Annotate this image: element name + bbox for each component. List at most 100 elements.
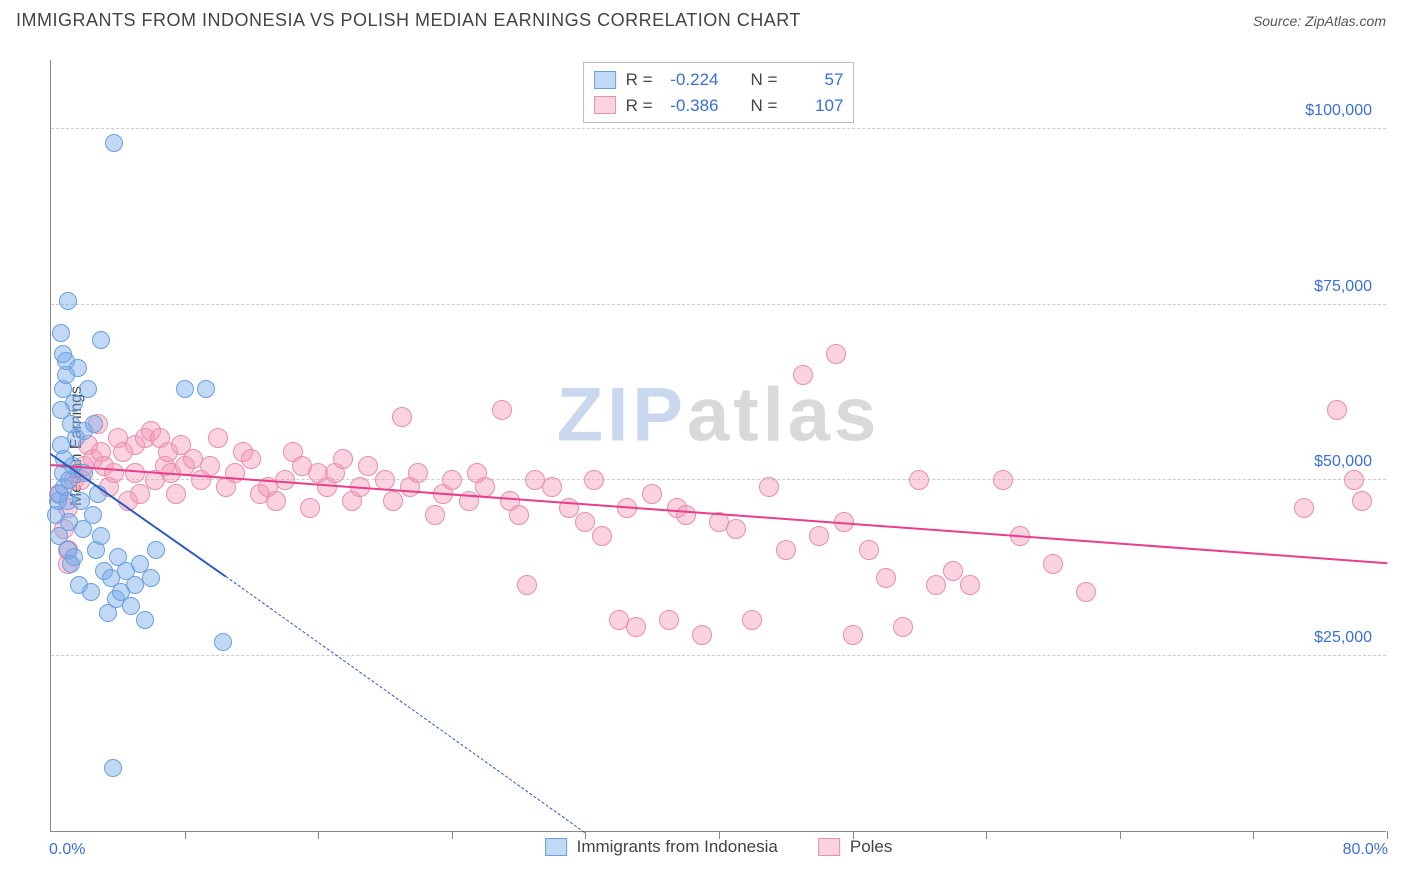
- y-tick-label: $75,000: [1314, 278, 1372, 296]
- legend-item-indonesia: Immigrants from Indonesia: [545, 837, 778, 857]
- data-point-poles: [960, 575, 980, 595]
- data-point-poles: [893, 617, 913, 637]
- data-point-poles: [1344, 470, 1364, 490]
- data-point-indonesia: [197, 380, 215, 398]
- data-point-poles: [1327, 400, 1347, 420]
- x-tick: [1120, 831, 1121, 839]
- data-point-indonesia: [54, 345, 72, 363]
- y-tick-label: $50,000: [1314, 453, 1372, 471]
- data-point-poles: [943, 561, 963, 581]
- data-point-poles: [408, 463, 428, 483]
- data-point-indonesia: [176, 380, 194, 398]
- chart-title: IMMIGRANTS FROM INDONESIA VS POLISH MEDI…: [16, 10, 801, 31]
- legend-item-poles: Poles: [818, 837, 893, 857]
- stats-legend: R = -0.224 N = 57 R = -0.386 N = 107: [583, 62, 855, 123]
- chart-header: IMMIGRANTS FROM INDONESIA VS POLISH MEDI…: [0, 0, 1406, 37]
- x-tick: [986, 831, 987, 839]
- data-point-indonesia: [214, 633, 232, 651]
- data-point-poles: [383, 491, 403, 511]
- x-axis-max-label: 80.0%: [1343, 841, 1388, 859]
- x-tick: [1387, 831, 1388, 839]
- stats-row-indonesia: R = -0.224 N = 57: [594, 67, 844, 93]
- y-tick-label: $100,000: [1305, 102, 1372, 120]
- swatch-indonesia: [545, 838, 567, 856]
- data-point-indonesia: [92, 331, 110, 349]
- data-point-poles: [266, 491, 286, 511]
- data-point-indonesia: [65, 548, 83, 566]
- data-point-poles: [475, 477, 495, 497]
- data-point-poles: [392, 407, 412, 427]
- x-tick: [719, 831, 720, 839]
- data-point-poles: [626, 617, 646, 637]
- x-tick: [185, 831, 186, 839]
- data-point-poles: [843, 625, 863, 645]
- data-point-indonesia: [92, 527, 110, 545]
- data-point-poles: [584, 470, 604, 490]
- x-tick: [853, 831, 854, 839]
- gridline-h: [51, 655, 1386, 656]
- chart-region: ZIPatlas Median Earnings R = -0.224 N = …: [50, 60, 1386, 832]
- x-tick: [452, 831, 453, 839]
- data-point-poles: [241, 449, 261, 469]
- data-point-poles: [1076, 582, 1096, 602]
- data-point-indonesia: [84, 506, 102, 524]
- data-point-poles: [859, 540, 879, 560]
- data-point-poles: [542, 477, 562, 497]
- data-point-poles: [358, 456, 378, 476]
- x-tick: [1253, 831, 1254, 839]
- data-point-poles: [333, 449, 353, 469]
- data-point-poles: [876, 568, 896, 588]
- data-point-poles: [166, 484, 186, 504]
- data-point-indonesia: [82, 583, 100, 601]
- data-point-poles: [809, 526, 829, 546]
- data-point-indonesia: [122, 597, 140, 615]
- gridline-h: [51, 304, 1386, 305]
- data-point-indonesia: [59, 292, 77, 310]
- data-point-indonesia: [79, 380, 97, 398]
- data-point-indonesia: [85, 415, 103, 433]
- swatch-poles: [818, 838, 840, 856]
- data-point-poles: [909, 470, 929, 490]
- trendline-indonesia-ext: [226, 576, 586, 833]
- data-point-poles: [926, 575, 946, 595]
- stats-row-poles: R = -0.386 N = 107: [594, 93, 844, 119]
- data-point-indonesia: [104, 759, 122, 777]
- data-point-poles: [1352, 491, 1372, 511]
- data-point-poles: [692, 625, 712, 645]
- chart-source: Source: ZipAtlas.com: [1253, 13, 1386, 29]
- data-point-indonesia: [52, 324, 70, 342]
- data-point-poles: [1043, 554, 1063, 574]
- data-point-poles: [200, 456, 220, 476]
- data-point-poles: [642, 484, 662, 504]
- gridline-h: [51, 128, 1386, 129]
- data-point-poles: [1294, 498, 1314, 518]
- watermark: ZIPatlas: [557, 371, 880, 458]
- data-point-poles: [425, 505, 445, 525]
- data-point-poles: [826, 344, 846, 364]
- data-point-poles: [517, 575, 537, 595]
- data-point-poles: [726, 519, 746, 539]
- data-point-poles: [492, 400, 512, 420]
- data-point-indonesia: [142, 569, 160, 587]
- data-point-indonesia: [105, 134, 123, 152]
- x-tick: [318, 831, 319, 839]
- x-tick: [585, 831, 586, 839]
- data-point-poles: [659, 610, 679, 630]
- data-point-poles: [993, 470, 1013, 490]
- data-point-indonesia: [69, 359, 87, 377]
- data-point-poles: [104, 463, 124, 483]
- data-point-poles: [442, 470, 462, 490]
- data-point-poles: [208, 428, 228, 448]
- swatch-poles: [594, 96, 616, 114]
- data-point-poles: [776, 540, 796, 560]
- data-point-indonesia: [147, 541, 165, 559]
- x-axis-min-label: 0.0%: [49, 841, 85, 859]
- data-point-poles: [592, 526, 612, 546]
- series-legend: Immigrants from Indonesia Poles: [545, 837, 893, 857]
- data-point-indonesia: [136, 611, 154, 629]
- swatch-indonesia: [594, 71, 616, 89]
- data-point-poles: [793, 365, 813, 385]
- data-point-poles: [575, 512, 595, 532]
- data-point-poles: [676, 505, 696, 525]
- y-tick-label: $25,000: [1314, 629, 1372, 647]
